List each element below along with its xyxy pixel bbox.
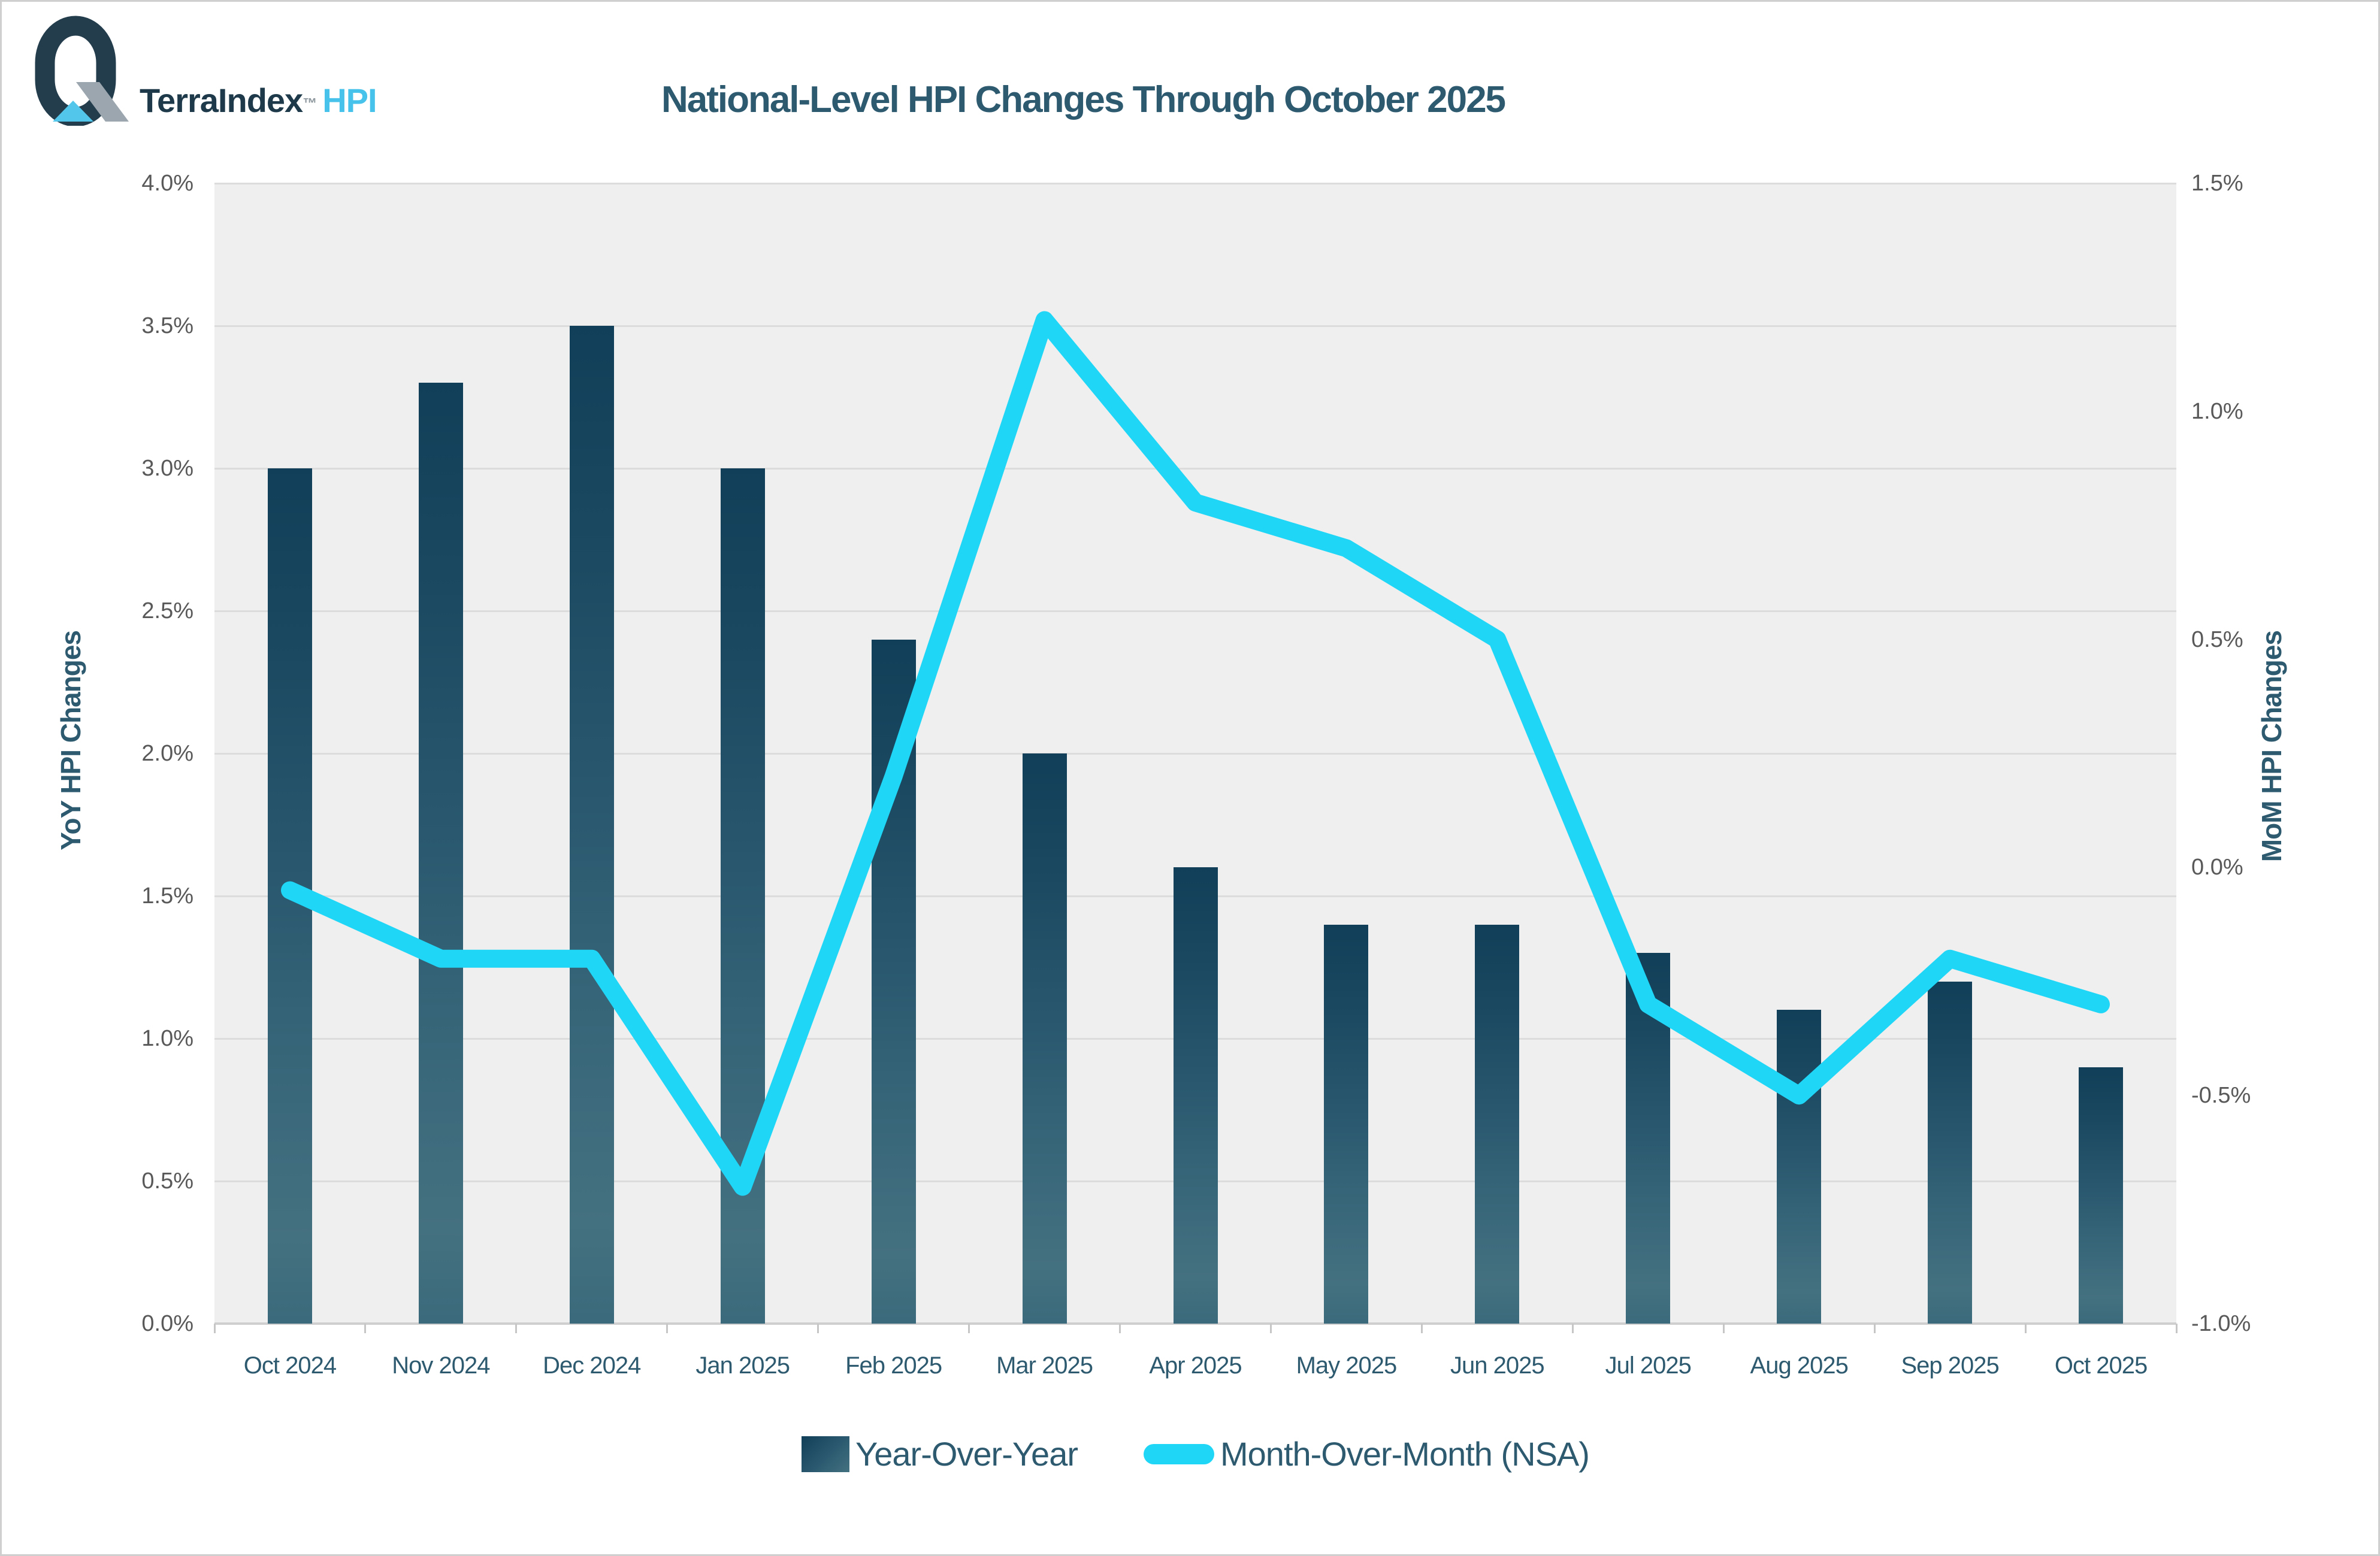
bar-apr-2025 xyxy=(1173,867,1218,1324)
left-axis-tick-1.0%: 1.0% xyxy=(141,1026,193,1051)
legend-item-mom: Month-Over-Month (NSA) xyxy=(1144,1434,1590,1473)
logo-triangle xyxy=(53,101,93,122)
right-axis-title: MoM HPI Changes xyxy=(2256,631,2287,862)
x-label-sep-2025: Sep 2025 xyxy=(1901,1352,1999,1379)
legend-label-mom: Month-Over-Month (NSA) xyxy=(1220,1435,1590,1473)
x-axis-tickmark xyxy=(666,1324,669,1333)
bar-sep-2025 xyxy=(1928,981,1973,1324)
x-axis-tickmark xyxy=(2175,1324,2178,1333)
x-axis-tickmark xyxy=(515,1324,518,1333)
x-axis-tickmark xyxy=(1722,1324,1725,1333)
x-axis-tickmark xyxy=(2024,1324,2027,1333)
x-axis-tickmark xyxy=(817,1324,819,1333)
gridline-3.0% xyxy=(214,467,2176,470)
yoy-bar-swatch-icon xyxy=(802,1436,850,1472)
left-axis-tick-2.0%: 2.0% xyxy=(141,741,193,766)
x-axis-line xyxy=(214,1322,2176,1325)
bar-may-2025 xyxy=(1324,924,1369,1324)
x-axis-tickmark xyxy=(1119,1324,1121,1333)
x-label-oct-2024: Oct 2024 xyxy=(243,1352,337,1379)
logo-parallelogram xyxy=(76,82,129,122)
bar-mar-2025 xyxy=(1022,753,1067,1324)
left-axis-tick-0.0%: 0.0% xyxy=(141,1311,193,1336)
right-axis-tick-0.5%: 0.5% xyxy=(2191,626,2243,652)
bar-dec-2024 xyxy=(569,326,614,1324)
x-axis-tickmark xyxy=(1571,1324,1574,1333)
bar-aug-2025 xyxy=(1777,1010,1822,1324)
x-label-aug-2025: Aug 2025 xyxy=(1750,1352,1849,1379)
x-label-mar-2025: Mar 2025 xyxy=(996,1352,1093,1379)
x-axis-tickmark xyxy=(364,1324,367,1333)
x-label-oct-2025: Oct 2025 xyxy=(2054,1352,2148,1379)
chart-title: National-Level HPI Changes Through Octob… xyxy=(661,79,1506,120)
left-axis-tick-1.5%: 1.5% xyxy=(141,883,193,909)
gridline-2.0% xyxy=(214,752,2176,755)
x-axis-tickmark xyxy=(1873,1324,1876,1333)
left-axis-tick-4.0%: 4.0% xyxy=(141,171,193,196)
x-axis-tickmark xyxy=(1420,1324,1423,1333)
x-label-apr-2025: Apr 2025 xyxy=(1149,1352,1242,1379)
mom-line xyxy=(281,311,2110,1196)
x-axis-tickmark xyxy=(1269,1324,1272,1333)
mom-line-svg xyxy=(281,311,2110,1196)
x-label-nov-2024: Nov 2024 xyxy=(392,1352,490,1379)
left-axis-tick-2.5%: 2.5% xyxy=(141,598,193,623)
x-label-jul-2025: Jul 2025 xyxy=(1605,1352,1692,1379)
left-axis-tick-3.0%: 3.0% xyxy=(141,456,193,481)
gridline-2.5% xyxy=(214,610,2176,612)
x-label-jan-2025: Jan 2025 xyxy=(695,1352,790,1379)
x-axis-tickmark xyxy=(968,1324,970,1333)
x-label-dec-2024: Dec 2024 xyxy=(543,1352,641,1379)
terraindex-logo: TerraIndex™ HPI xyxy=(33,15,377,126)
logo-q-mark xyxy=(35,16,129,126)
x-label-feb-2025: Feb 2025 xyxy=(845,1352,942,1379)
bar-jun-2025 xyxy=(1475,924,1520,1324)
x-label-jun-2025: Jun 2025 xyxy=(1450,1352,1545,1379)
right-axis-tick-0.0%: 0.0% xyxy=(2191,855,2243,880)
bar-oct-2025 xyxy=(2079,1067,2124,1324)
logo-product: HPI xyxy=(322,81,377,119)
legend-label-yoy: Year-Over-Year xyxy=(855,1435,1078,1473)
gridline-3.5% xyxy=(214,325,2176,327)
bar-nov-2024 xyxy=(418,383,463,1324)
logo-brand: TerraIndex xyxy=(140,81,303,119)
logo-text: TerraIndex™ HPI xyxy=(140,81,377,120)
right-axis-tick--0.5%: -0.5% xyxy=(2191,1083,2251,1109)
right-axis-tick-1.5%: 1.5% xyxy=(2191,171,2243,196)
right-axis-tick--1.0%: -1.0% xyxy=(2191,1311,2251,1336)
mom-line-swatch-icon xyxy=(1144,1443,1214,1464)
left-axis-tick-3.5%: 3.5% xyxy=(141,313,193,338)
logo-trademark: ™ xyxy=(303,95,317,112)
x-axis-tickmark xyxy=(213,1324,216,1333)
legend: Year-Over-Year Month-Over-Month (NSA) xyxy=(214,1434,2176,1473)
left-axis-tick-0.5%: 0.5% xyxy=(141,1168,193,1194)
x-label-may-2025: May 2025 xyxy=(1296,1352,1398,1379)
right-axis-tick-1.0%: 1.0% xyxy=(2191,398,2243,424)
legend-item-yoy: Year-Over-Year xyxy=(802,1434,1078,1473)
gridline-4.0% xyxy=(214,182,2176,184)
